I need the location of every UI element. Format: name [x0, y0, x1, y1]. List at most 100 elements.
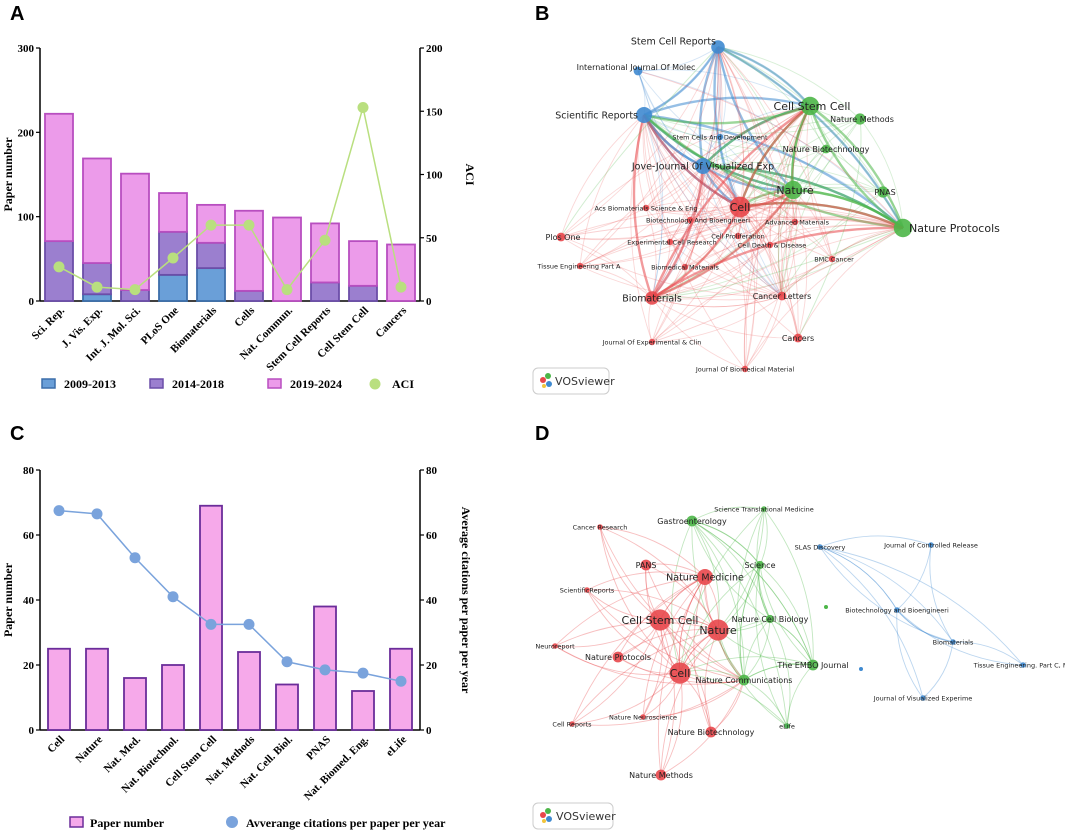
network-node	[649, 609, 671, 631]
network-edge	[739, 206, 799, 339]
x-tick-label: Nature	[73, 734, 105, 766]
network-edge	[691, 520, 814, 666]
bar	[275, 683, 299, 731]
network-edge	[560, 165, 704, 238]
network-edge	[554, 645, 745, 685]
y-tick-label: 20	[23, 660, 35, 672]
y2-axis-label: ACI	[463, 163, 477, 185]
network-edge	[579, 206, 741, 267]
y2-tick-label: 60	[426, 530, 438, 542]
network-node-label: Nature	[776, 184, 814, 197]
network-node	[640, 559, 652, 571]
network-node-label: Stem Cell Reports	[631, 36, 716, 47]
x-tick-label: Sci. Rep.	[29, 304, 67, 342]
legend-marker	[226, 816, 238, 828]
bar	[237, 651, 261, 731]
network-edge	[684, 46, 723, 268]
network-edge	[819, 535, 932, 548]
network-node	[821, 144, 831, 154]
network-edge	[643, 114, 861, 134]
network-node	[633, 66, 643, 76]
network-edge	[637, 70, 904, 229]
network-edge	[651, 191, 884, 299]
network-edge	[651, 258, 833, 300]
aci-point	[53, 261, 65, 273]
network-edge	[617, 576, 706, 658]
network-node	[877, 186, 889, 198]
x-tick-label: PNAS	[304, 734, 333, 763]
bar-segment	[158, 273, 188, 302]
network-node-label: Gastroenterology	[657, 517, 727, 526]
network-edge	[744, 295, 783, 370]
network-edge	[717, 46, 758, 370]
y2-axis-label: Average citations per paper per year	[459, 507, 473, 694]
y-axis-label: Paper number	[1, 137, 15, 212]
network-edge	[717, 508, 765, 631]
network-edge	[651, 165, 704, 343]
network-node	[655, 769, 667, 781]
y2-tick-label: 100	[426, 170, 443, 182]
network-edge	[702, 104, 811, 167]
network-node	[920, 695, 926, 701]
network-edge	[719, 136, 783, 297]
network-edge	[702, 165, 833, 260]
network-edge	[717, 46, 744, 208]
bar-segment	[348, 284, 378, 302]
panel-letter-b: B	[535, 3, 549, 25]
network-edge	[679, 672, 788, 727]
x-tick-label: eLife	[384, 734, 409, 759]
network-edge	[819, 546, 954, 643]
network-edge	[717, 46, 904, 229]
network-edge	[645, 197, 904, 229]
legend-label: 2014-2018	[172, 377, 224, 391]
network-edge	[651, 227, 904, 343]
network-edge	[743, 618, 771, 681]
legend-marker	[369, 378, 381, 390]
network-edge	[702, 145, 827, 167]
bar-segment	[310, 281, 340, 302]
network-edge	[819, 546, 924, 699]
network-node	[552, 643, 558, 649]
network-edge	[738, 105, 811, 208]
network-node	[666, 238, 674, 246]
y-axis-label: Paper number	[1, 562, 15, 637]
network-edge	[719, 105, 811, 138]
vosviewer-label: VOSviewer	[556, 810, 616, 823]
network-node-label: Cancer Research	[573, 523, 628, 531]
network-edge	[763, 508, 814, 666]
network-edge	[645, 207, 657, 299]
citation-point	[319, 664, 331, 676]
network-edge	[659, 619, 745, 681]
x-tick-label: Cell	[45, 734, 67, 756]
network-node	[686, 216, 694, 224]
network-edge	[579, 218, 904, 267]
network-node-label: Cell Reports	[552, 720, 592, 728]
network-edge	[792, 189, 808, 339]
network-node-label: Nature Protocols	[909, 222, 1000, 235]
network-edge	[684, 165, 705, 268]
y-tick-label: 200	[18, 127, 35, 139]
network-edge	[679, 656, 814, 674]
network-edge	[642, 114, 741, 209]
y2-tick-label: 40	[426, 595, 438, 607]
network-edge	[739, 187, 884, 208]
network-edge	[797, 118, 862, 339]
network-edge	[744, 189, 794, 370]
citation-point	[91, 508, 103, 520]
network-node-label: eLife	[779, 722, 795, 730]
network-edge	[739, 201, 904, 230]
bar-segment	[158, 192, 188, 233]
network-node	[707, 619, 729, 641]
network-node-label: Nature Methods	[830, 115, 894, 124]
y-tick-label: 0	[29, 725, 35, 737]
network-edge	[769, 105, 811, 246]
network-edge	[579, 46, 719, 267]
network-edge	[586, 589, 681, 674]
network-edge	[651, 227, 904, 299]
network-edge	[643, 96, 811, 117]
network-edge	[637, 70, 704, 167]
network-node-label: Journal of Controlled Release	[883, 541, 978, 549]
bar-segment	[82, 293, 112, 302]
y-tick-label: 100	[18, 212, 35, 224]
